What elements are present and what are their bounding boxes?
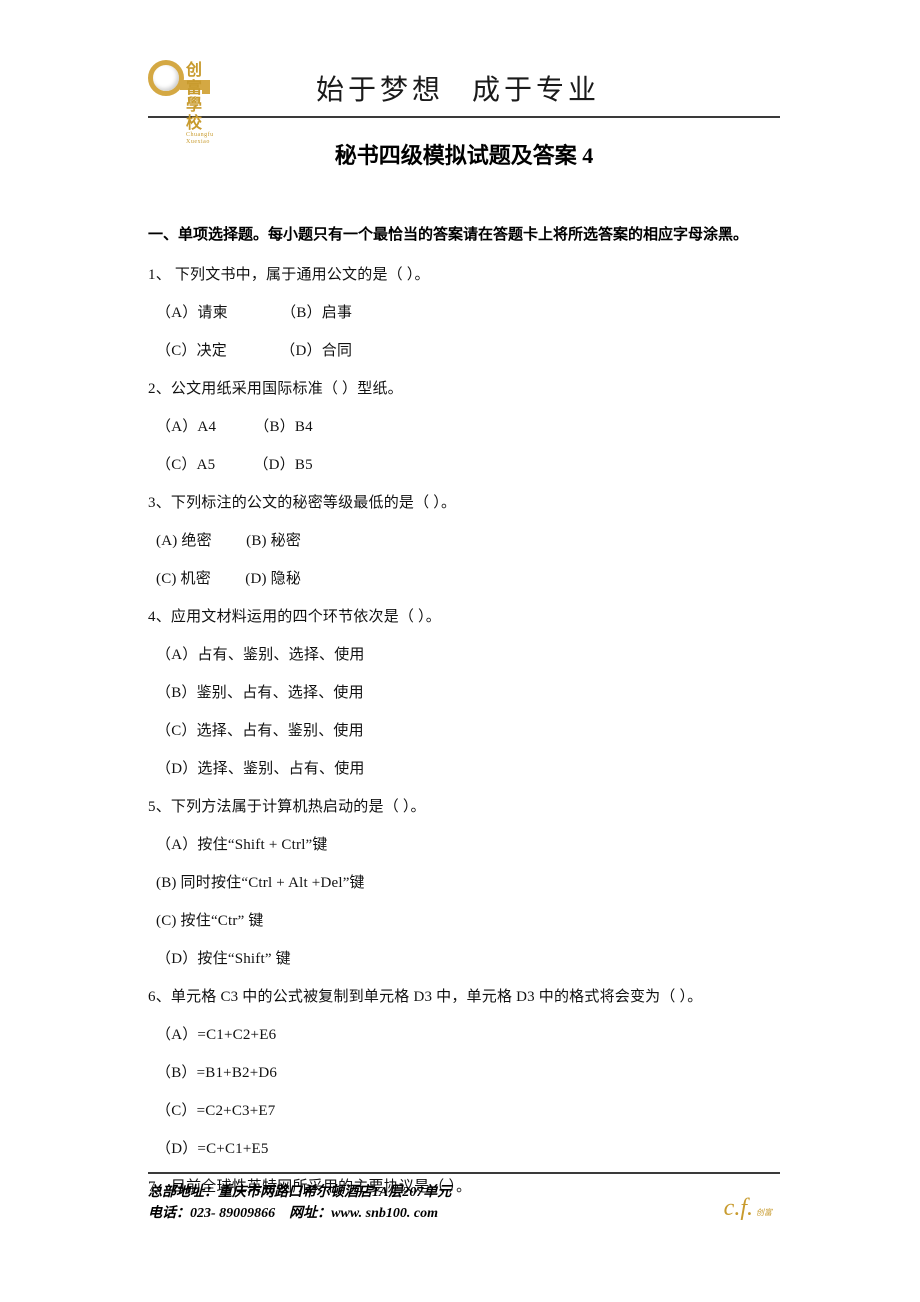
q2-options-row2: （C）A5 （D）B5 xyxy=(148,453,780,477)
header-rule xyxy=(148,116,780,118)
q6-option-a: （A）=C1+C2+E6 xyxy=(148,1023,780,1047)
q2-stem: 2、公文用纸采用国际标准（ ）型纸。 xyxy=(148,377,780,401)
q5-option-c: (C) 按住“Ctr” 键 xyxy=(148,909,780,933)
page-title: 秘书四级模拟试题及答案 4 xyxy=(148,138,780,170)
q6-option-c: （C）=C2+C3+E7 xyxy=(148,1099,780,1123)
footer-address: 总部地址：重庆市两路口希尔顿酒店1A层207单元 xyxy=(148,1182,780,1203)
header-slogan: 始于梦想成于专业 xyxy=(316,68,600,108)
q6-option-d: （D）=C+C1+E5 xyxy=(148,1137,780,1161)
slogan-part-2: 成于专业 xyxy=(472,75,600,106)
q5-option-b: (B) 同时按住“Ctrl + Alt +Del”键 xyxy=(148,871,780,895)
q4-option-b: （B）鉴别、占有、选择、使用 xyxy=(148,681,780,705)
q1-options-row1: （A）请柬 （B）启事 xyxy=(148,301,780,325)
q4-option-d: （D）选择、鉴别、占有、使用 xyxy=(148,757,780,781)
brand-initials: c.f. xyxy=(724,1195,753,1221)
q5-option-d: （D）按住“Shift” 键 xyxy=(148,947,780,971)
footer-rule xyxy=(148,1172,780,1174)
q1-stem: 1、 下列文书中，属于通用公文的是（ ）。 xyxy=(148,263,780,287)
page-header: 创富學校 Chuangfu Xuexiao 始于梦想成于专业 xyxy=(148,60,780,114)
q4-stem: 4、应用文材料运用的四个环节依次是（ ）。 xyxy=(148,605,780,629)
q4-option-c: （C）选择、占有、鉴别、使用 xyxy=(148,719,780,743)
footer-brand-mark: c.f.创富 xyxy=(724,1195,772,1222)
q5-option-a: （A）按住“Shift + Ctrl”键 xyxy=(148,833,780,857)
logo-ring-icon xyxy=(148,60,184,96)
q6-option-b: （B）=B1+B2+D6 xyxy=(148,1061,780,1085)
logo-block: 创富學校 Chuangfu Xuexiao xyxy=(148,60,208,96)
q2-options-row1: （A）A4 （B）B4 xyxy=(148,415,780,439)
q4-option-a: （A）占有、鉴别、选择、使用 xyxy=(148,643,780,667)
logo-name-en: Chuangfu Xuexiao xyxy=(186,132,214,145)
slogan-part-1: 始于梦想 xyxy=(316,75,444,106)
logo-text: 创富學校 Chuangfu Xuexiao xyxy=(186,62,214,146)
q3-options-row1: (A) 绝密 (B) 秘密 xyxy=(148,529,780,553)
section-1-title: 一、单项选择题。每小题只有一个最恰当的答案请在答题卡上将所选答案的相应字母涂黑。 xyxy=(148,224,780,247)
footer-text: 总部地址：重庆市两路口希尔顿酒店1A层207单元 电话：023- 8900986… xyxy=(148,1182,780,1224)
q3-stem: 3、下列标注的公文的秘密等级最低的是（ ）。 xyxy=(148,491,780,515)
footer-tel-site: 电话：023- 89009866 网址：www. snb100. com xyxy=(148,1203,780,1224)
logo-name-cn: 创富學校 xyxy=(186,62,214,132)
q5-stem: 5、下列方法属于计算机热启动的是（ ）。 xyxy=(148,795,780,819)
brand-mark-sub: 创富 xyxy=(756,1208,772,1217)
q6-stem: 6、单元格 C3 中的公式被复制到单元格 D3 中，单元格 D3 中的格式将会变… xyxy=(148,985,780,1009)
q1-options-row2: （C）决定 （D）合同 xyxy=(148,339,780,363)
page-footer: 总部地址：重庆市两路口希尔顿酒店1A层207单元 电话：023- 8900986… xyxy=(148,1172,780,1224)
page: 创富學校 Chuangfu Xuexiao 始于梦想成于专业 秘书四级模拟试题及… xyxy=(0,0,920,1199)
q3-options-row2: (C) 机密 (D) 隐秘 xyxy=(148,567,780,591)
